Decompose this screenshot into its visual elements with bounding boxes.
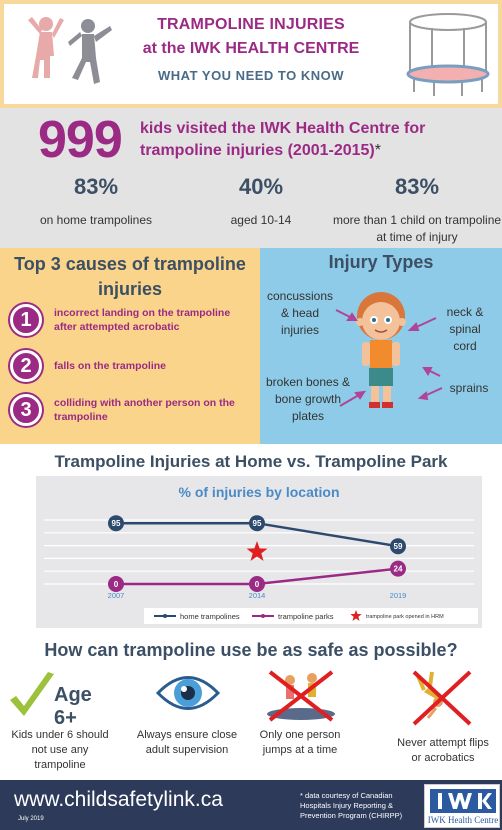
age-badge: Age 6+ [8, 670, 118, 729]
injury-sprains: sprains [449, 381, 489, 395]
injury-types-title: Injury Types [328, 252, 434, 272]
stats-lead: kids visited the IWK Health Centre for t… [140, 118, 490, 162]
kids-count: 999 [38, 111, 123, 169]
data-point [249, 515, 265, 532]
data-label: 0 [255, 580, 260, 589]
chart-panel: % of injuries by location 2007 2014 2019 95… [36, 476, 482, 628]
data-label: 24 [394, 565, 403, 574]
checkmark-icon [10, 672, 54, 716]
data-point [249, 576, 265, 592]
cause-text: falls on the trampoline [54, 360, 167, 372]
website-link[interactable]: www.childsafetylink.ca [14, 788, 223, 811]
legend-label: trampoline parks [278, 612, 334, 621]
stat-age: 40% aged 10-14 [181, 174, 341, 229]
causes-title: Top 3 causes of trampoline injuries [14, 254, 246, 299]
stat-home-pct: 83% [73, 174, 119, 199]
jumping-kids-icon [28, 17, 112, 84]
cause-item: 1 incorrect landing on the trampoline af… [10, 304, 255, 338]
tip-age: Kids under 6 should not use any trampoli… [11, 729, 109, 771]
chart-section-title: Trampoline Injuries at Home vs. Trampoli… [54, 452, 448, 471]
stat-multiple-text: more than 1 child on trampoline at time … [332, 213, 502, 244]
title-line-1: TRAMPOLINE INJURIES [157, 16, 345, 33]
data-point [108, 576, 124, 592]
x-tick-label: 2007 [108, 591, 125, 600]
line-chart: 2007 2014 2019 95 95 59 0 0 24 home trampolines tr… [44, 515, 478, 624]
legend-box [144, 608, 478, 624]
stats-section: 999 kids visited the IWK Health Centre f… [0, 108, 502, 248]
multiple-jumpers-icon [267, 670, 335, 722]
safety-title: How can trampoline use be as safe as pos… [44, 640, 458, 660]
injury-broken-bones: broken bones & bone growth plates [265, 375, 351, 423]
injury-types-section: Injury Types concussions & head injuries… [260, 248, 502, 444]
flip-prohibited-icon [412, 670, 472, 726]
iwk-logo: IWK Health Centre [424, 784, 500, 828]
stat-home-text: on home trampolines [39, 213, 153, 227]
x-tick-label: 2019 [390, 591, 407, 600]
stat-multiple-pct: 83% [394, 174, 440, 199]
stat-age-text: aged 10-14 [230, 213, 292, 227]
legend-swatch-dot [261, 614, 265, 618]
injury-concussions: concussions & head injuries [266, 289, 334, 337]
trampoline-icon [406, 13, 490, 96]
subtitle: WHAT YOU NEED TO KNOW [158, 68, 344, 83]
data-point [390, 538, 406, 555]
tip-one-person: Only one person jumps at a time [259, 729, 341, 756]
data-label: 59 [394, 542, 403, 551]
eye-icon [156, 676, 220, 710]
publish-date: July 2019 [18, 816, 44, 822]
cause-number: 2 [10, 350, 42, 382]
stat-home: 83% on home trampolines [16, 174, 176, 229]
legend-label: trampoline park opened in HRM [366, 614, 444, 620]
data-point [390, 560, 406, 577]
causes-section: Top 3 causes of trampoline injuries 1 in… [0, 248, 260, 444]
data-label: 0 [114, 580, 119, 589]
cause-number: 1 [10, 304, 42, 336]
title-line-2: at the IWK HEALTH CENTRE [142, 40, 360, 57]
cause-number: 3 [10, 394, 42, 426]
iwk-logo-mark-icon [430, 789, 496, 813]
iwk-logo-text: IWK Health Centre [427, 815, 499, 825]
child-figure-icon [356, 292, 406, 408]
legend-star [350, 610, 362, 621]
cause-text: incorrect landing on the trampoline afte… [54, 307, 231, 333]
annotation-star [246, 541, 268, 561]
data-point [108, 515, 124, 532]
cause-text: colliding with another person on the tra… [54, 397, 235, 423]
stats-lead-text: kids visited the IWK Health Centre for t… [140, 120, 426, 159]
legend-label: home trampolines [180, 612, 240, 621]
header-banner: TRAMPOLINE INJURIES at the IWK HEALTH CE… [0, 0, 502, 108]
injury-neck: neck & spinal cord [446, 305, 484, 353]
data-label: 95 [112, 519, 121, 528]
tip-no-flips: Never attempt flips or acrobatics [397, 737, 489, 764]
legend-swatch-dot [163, 614, 167, 618]
footer: www.childsafetylink.ca July 2019 * data … [0, 780, 502, 830]
cause-item: 2 falls on the trampoline [10, 350, 255, 384]
age-label: Age 6+ [54, 684, 92, 729]
x-tick-label: 2014 [249, 591, 266, 600]
stat-multiple: 83% more than 1 child on trampoline at t… [330, 174, 502, 246]
chart-title: % of injuries by location [178, 484, 340, 500]
data-source-note: * data courtesy of Canadian Hospitals In… [300, 791, 403, 820]
stat-age-pct: 40% [238, 174, 284, 199]
injury-arrows [335, 309, 443, 407]
stats-lead-asterisk: * [374, 142, 381, 159]
tip-supervision: Always ensure close adult supervision [136, 729, 238, 756]
cause-item: 3 colliding with another person on the t… [10, 394, 255, 428]
data-label: 95 [253, 519, 262, 528]
